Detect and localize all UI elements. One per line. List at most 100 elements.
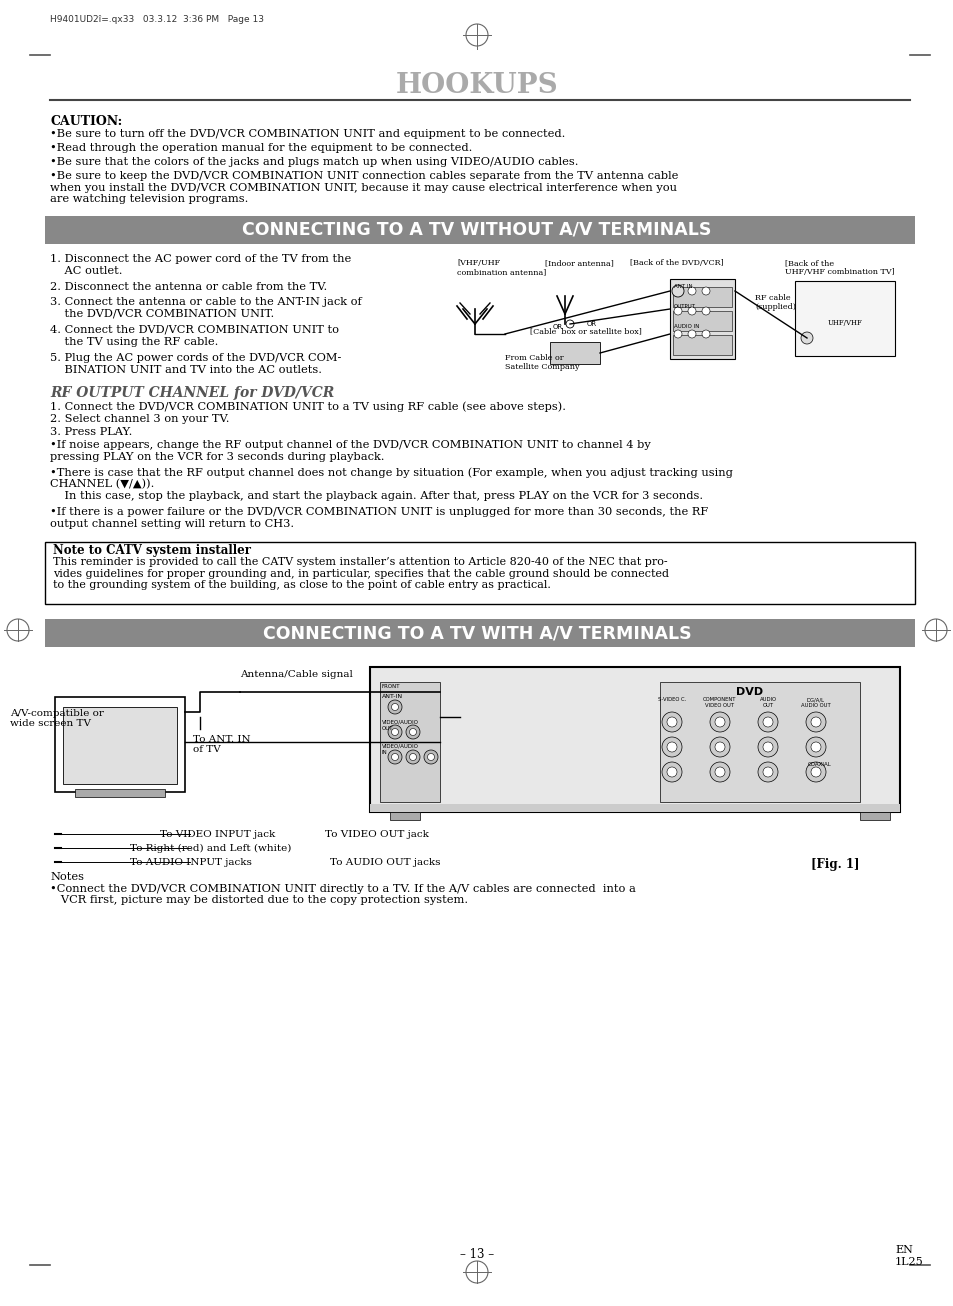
Circle shape xyxy=(709,737,729,757)
Text: VIDEO/AUDIO
OUT: VIDEO/AUDIO OUT xyxy=(381,720,418,731)
Text: Notes
•Connect the DVD/VCR COMBINATION UNIT directly to a TV. If the A/V cables : Notes •Connect the DVD/VCR COMBINATION U… xyxy=(50,872,636,905)
Text: DVD: DVD xyxy=(736,687,762,697)
Circle shape xyxy=(810,742,821,752)
Text: 5. Plug the AC power cords of the DVD/VCR COM-
    BINATION UNIT and TV into the: 5. Plug the AC power cords of the DVD/VC… xyxy=(50,353,341,375)
Circle shape xyxy=(673,287,681,295)
Text: To VIDEO OUT jack: To VIDEO OUT jack xyxy=(325,831,429,838)
Circle shape xyxy=(709,712,729,731)
Bar xyxy=(75,789,165,797)
Circle shape xyxy=(801,332,812,343)
Text: Antenna/Cable signal: Antenna/Cable signal xyxy=(240,670,353,679)
Bar xyxy=(859,812,889,820)
Text: AUDIO
OUT: AUDIO OUT xyxy=(759,697,776,708)
Text: OUTPUT: OUTPUT xyxy=(673,304,696,310)
Circle shape xyxy=(666,717,677,727)
Circle shape xyxy=(810,717,821,727)
Text: DG/A/L
AUDIO OUT: DG/A/L AUDIO OUT xyxy=(801,697,830,708)
Text: •Be sure that the colors of the jacks and plugs match up when using VIDEO/AUDIO : •Be sure that the colors of the jacks an… xyxy=(50,157,578,167)
Circle shape xyxy=(687,330,696,338)
Circle shape xyxy=(666,742,677,752)
Circle shape xyxy=(661,761,681,782)
Circle shape xyxy=(701,287,709,295)
Bar xyxy=(550,342,599,364)
Circle shape xyxy=(391,754,398,760)
Circle shape xyxy=(762,742,772,752)
Text: From Cable or
Satellite Company: From Cable or Satellite Company xyxy=(504,354,578,371)
Text: AUDIO IN: AUDIO IN xyxy=(673,324,699,329)
Text: To ANT. IN
of TV: To ANT. IN of TV xyxy=(193,735,251,755)
Circle shape xyxy=(673,307,681,315)
Text: RF OUTPUT CHANNEL for DVD/VCR: RF OUTPUT CHANNEL for DVD/VCR xyxy=(50,387,334,400)
Text: CONNECTING TO A TV WITH A/V TERMINALS: CONNECTING TO A TV WITH A/V TERMINALS xyxy=(262,624,691,643)
Circle shape xyxy=(666,767,677,777)
Text: UHF/VHF: UHF/VHF xyxy=(827,320,862,328)
Circle shape xyxy=(805,761,825,782)
Circle shape xyxy=(701,307,709,315)
Text: To AUDIO INPUT jacks: To AUDIO INPUT jacks xyxy=(130,858,252,867)
Text: [VHF/UHF
combination antenna]: [VHF/UHF combination antenna] xyxy=(456,259,546,276)
Circle shape xyxy=(701,330,709,338)
Text: To VIDEO INPUT jack: To VIDEO INPUT jack xyxy=(160,831,275,838)
Text: •If there is a power failure or the DVD/VCR COMBINATION UNIT is unplugged for mo: •If there is a power failure or the DVD/… xyxy=(50,507,707,529)
Text: S-VIDEO C.: S-VIDEO C. xyxy=(658,697,685,703)
Text: 3. Connect the antenna or cable to the ANT-IN jack of
    the DVD/VCR COMBINATIO: 3. Connect the antenna or cable to the A… xyxy=(50,296,361,319)
Circle shape xyxy=(805,737,825,757)
Circle shape xyxy=(388,750,401,764)
Circle shape xyxy=(391,704,398,710)
Text: To Right (red) and Left (white): To Right (red) and Left (white) xyxy=(130,844,291,853)
Text: [Cable  box or satellite box]: [Cable box or satellite box] xyxy=(530,326,641,336)
Text: •Be sure to turn off the DVD/VCR COMBINATION UNIT and equipment to be connected.: •Be sure to turn off the DVD/VCR COMBINA… xyxy=(50,129,565,138)
Bar xyxy=(390,812,419,820)
Bar xyxy=(45,542,914,603)
Circle shape xyxy=(427,754,434,760)
Circle shape xyxy=(758,761,778,782)
Circle shape xyxy=(687,287,696,295)
Text: COMPONENT
VIDEO OUT: COMPONENT VIDEO OUT xyxy=(702,697,736,708)
Text: •There is case that the RF output channel does not change by situation (For exam: •There is case that the RF output channe… xyxy=(50,468,732,502)
Bar xyxy=(659,682,859,802)
Bar xyxy=(45,619,914,646)
Text: 2. Select channel 3 on your TV.: 2. Select channel 3 on your TV. xyxy=(50,414,230,424)
Circle shape xyxy=(409,729,416,735)
Text: – 13 –: – 13 – xyxy=(459,1249,494,1262)
Text: FRONT: FRONT xyxy=(381,684,400,690)
Text: ANT-IN: ANT-IN xyxy=(381,693,403,699)
Text: •Be sure to keep the DVD/VCR COMBINATION UNIT connection cables separate from th: •Be sure to keep the DVD/VCR COMBINATION… xyxy=(50,171,678,204)
Bar xyxy=(794,281,894,357)
Text: [Fig. 1]: [Fig. 1] xyxy=(811,858,859,871)
Bar xyxy=(370,667,899,812)
Text: 3. Press PLAY.: 3. Press PLAY. xyxy=(50,427,132,438)
Circle shape xyxy=(709,761,729,782)
Bar xyxy=(672,287,731,307)
Circle shape xyxy=(671,285,683,296)
Circle shape xyxy=(805,712,825,731)
Text: This reminder is provided to call the CATV system installer’s attention to Artic: This reminder is provided to call the CA… xyxy=(53,556,668,590)
Bar xyxy=(672,336,731,355)
Circle shape xyxy=(762,717,772,727)
Circle shape xyxy=(762,767,772,777)
Circle shape xyxy=(565,320,574,328)
Bar xyxy=(63,707,177,784)
Bar xyxy=(55,697,185,791)
Text: •Read through the operation manual for the equipment to be connected.: •Read through the operation manual for t… xyxy=(50,142,472,153)
Circle shape xyxy=(687,307,696,315)
Text: 2. Disconnect the antenna or cable from the TV.: 2. Disconnect the antenna or cable from … xyxy=(50,282,327,293)
Circle shape xyxy=(714,717,724,727)
Text: 1. Disconnect the AC power cord of the TV from the
    AC outlet.: 1. Disconnect the AC power cord of the T… xyxy=(50,253,351,276)
Text: OR: OR xyxy=(586,321,597,326)
Circle shape xyxy=(409,754,416,760)
Text: 4. Connect the DVD/VCR COMBINATION UNIT to
    the TV using the RF cable.: 4. Connect the DVD/VCR COMBINATION UNIT … xyxy=(50,325,338,346)
Text: COAXIAL: COAXIAL xyxy=(807,761,831,767)
Text: EN: EN xyxy=(894,1245,912,1255)
Bar xyxy=(370,804,899,812)
Circle shape xyxy=(391,729,398,735)
Circle shape xyxy=(406,725,419,739)
Text: OR: OR xyxy=(553,324,562,330)
Circle shape xyxy=(406,750,419,764)
Text: Note to CATV system installer: Note to CATV system installer xyxy=(53,545,251,556)
Text: HOOKUPS: HOOKUPS xyxy=(395,72,558,99)
Text: CAUTION:: CAUTION: xyxy=(50,115,122,128)
Circle shape xyxy=(758,712,778,731)
Text: ANT IN: ANT IN xyxy=(673,283,692,289)
Text: CONNECTING TO A TV WITHOUT A/V TERMINALS: CONNECTING TO A TV WITHOUT A/V TERMINALS xyxy=(242,221,711,239)
